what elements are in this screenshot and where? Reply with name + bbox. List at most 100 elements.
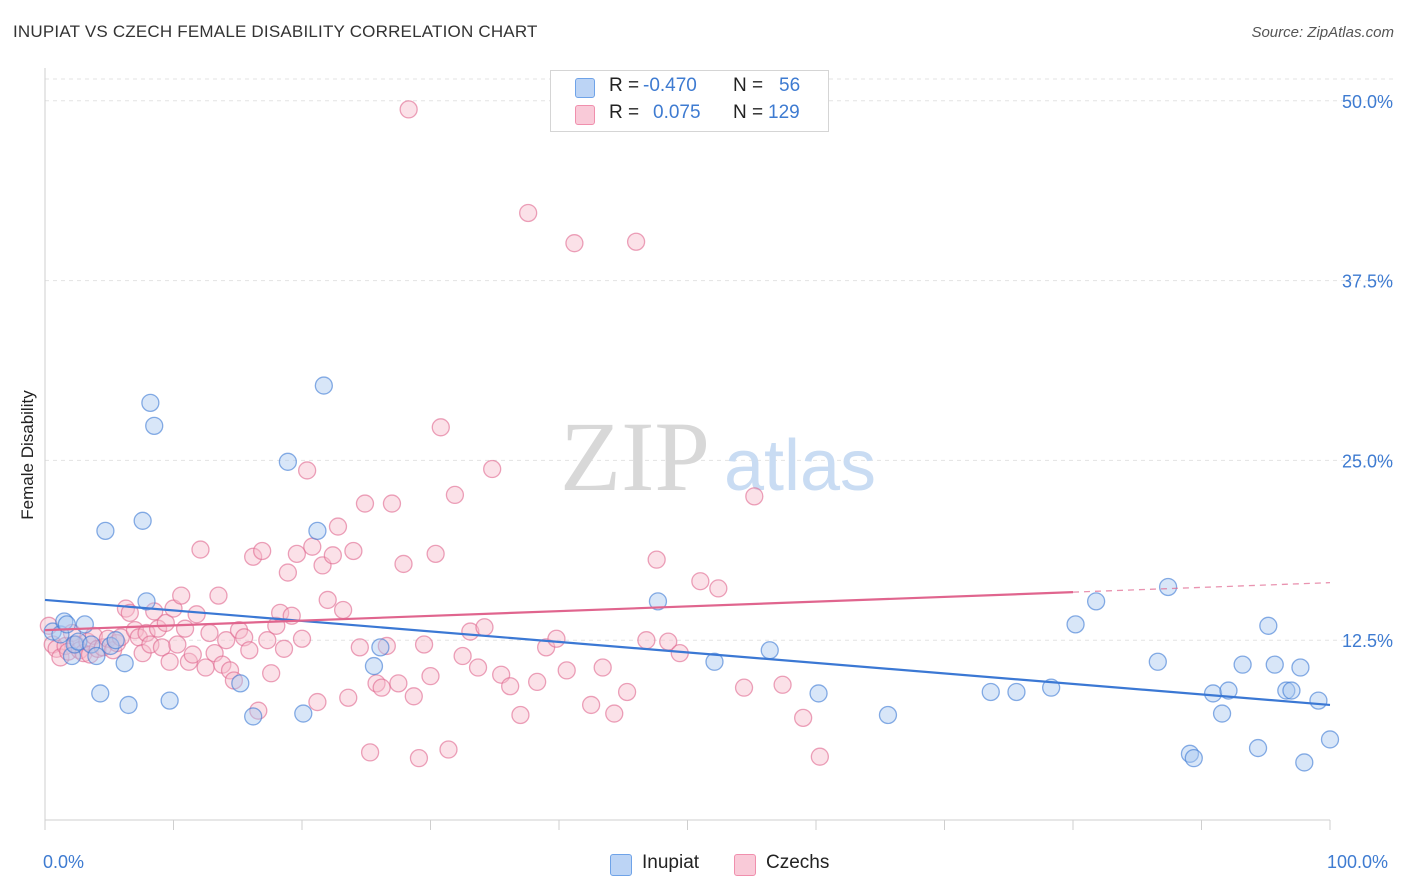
- czechs-point: [240, 641, 259, 660]
- czechs-trend-line: [44, 591, 1074, 632]
- legend-n-label: N =: [733, 102, 764, 123]
- czechs-point: [439, 740, 458, 759]
- x-tick-label-min: 0.0%: [43, 852, 85, 872]
- inupiat-point: [878, 705, 898, 725]
- inupiat-point: [106, 631, 125, 650]
- inupiat-point: [133, 511, 152, 530]
- czechs-point: [399, 100, 418, 119]
- czechs-point: [172, 586, 191, 605]
- inupiat-point: [809, 684, 828, 703]
- czechs-point: [137, 623, 156, 643]
- czechs-point: [217, 631, 236, 650]
- y-tick-labels: 12.5% 25.0% 37.5% 50.0%: [1342, 92, 1393, 651]
- czechs-point: [637, 631, 656, 650]
- chart-title: INUPIAT VS CZECH FEMALE DISABILITY CORRE…: [13, 22, 538, 41]
- czechs-point: [409, 748, 429, 768]
- czechs-point: [183, 645, 202, 664]
- czechs-point: [333, 600, 353, 620]
- legend-r-label: R =: [609, 75, 640, 96]
- inupiat-point: [96, 521, 115, 541]
- czechs-point: [445, 485, 465, 505]
- czechs-point: [120, 603, 139, 623]
- inupiat-point: [1248, 738, 1268, 758]
- legend-swatch-inupiat: [575, 78, 595, 98]
- inupiat-point: [1007, 682, 1026, 702]
- czechs-point: [141, 635, 160, 654]
- czechs-point: [292, 629, 312, 648]
- inupiat-point: [82, 635, 101, 654]
- czechs-point: [421, 667, 440, 686]
- czechs-point: [565, 234, 584, 253]
- bottom-legend-swatch-inupiat: [610, 854, 632, 876]
- inupiat-point: [1309, 691, 1328, 710]
- czechs-point: [581, 695, 601, 715]
- y-tick-label: 37.5%: [1342, 272, 1393, 292]
- y-tick-label: 50.0%: [1342, 92, 1393, 112]
- czechs-point: [745, 487, 764, 506]
- inupiat-point: [705, 652, 724, 671]
- czechs-point: [810, 747, 830, 766]
- czechs-point: [426, 544, 445, 564]
- czechs-point: [350, 638, 369, 657]
- czechs-point: [377, 636, 396, 656]
- czechs-point: [453, 646, 472, 666]
- czechs-point: [605, 704, 624, 723]
- czechs-point: [156, 613, 175, 633]
- inupiat-point: [294, 704, 313, 723]
- bottom-legend-label-czechs: Czechs: [766, 852, 830, 873]
- czechs-point: [278, 563, 298, 582]
- czechs-point: [647, 550, 666, 569]
- inupiat-point: [119, 695, 138, 715]
- inupiat-point: [1265, 655, 1284, 674]
- czechs-point: [303, 537, 322, 556]
- y-axis-label: Female Disability: [18, 390, 37, 520]
- inupiat-point: [1295, 753, 1314, 772]
- czechs-point: [773, 675, 792, 694]
- czechs-point: [200, 623, 219, 643]
- inupiat-point: [308, 521, 327, 541]
- czechs-point: [389, 674, 408, 693]
- y-tick-label: 12.5%: [1342, 631, 1393, 651]
- czechs-point: [152, 638, 172, 657]
- czechs-point: [593, 658, 612, 677]
- inupiat-point: [371, 638, 390, 657]
- czechs-point: [258, 631, 277, 650]
- czechs-point: [394, 554, 413, 574]
- czechs-point: [734, 678, 754, 697]
- czechs-point: [404, 687, 423, 706]
- legend-swatch-czechs: [575, 105, 595, 125]
- inupiat-point: [1219, 681, 1238, 700]
- inupiat-point: [141, 393, 160, 412]
- inupiat-point: [91, 684, 110, 703]
- czechs-point: [528, 672, 547, 692]
- axes: [44, 68, 1331, 830]
- inupiat-point: [231, 674, 250, 693]
- czechs-point: [414, 635, 434, 654]
- inupiat-point: [648, 592, 668, 611]
- czechs-trend-line-extension: [1072, 582, 1331, 593]
- czechs-point: [344, 541, 363, 561]
- watermark-atlas: atlas: [724, 426, 876, 506]
- inupiat-point: [981, 682, 1000, 702]
- inupiat-point: [364, 656, 384, 676]
- czechs-point: [557, 661, 576, 680]
- inupiat-point: [1148, 652, 1167, 671]
- czechs-point: [431, 418, 450, 437]
- x-tick-label-max: 100.0%: [1327, 852, 1389, 872]
- czechs-point: [617, 682, 637, 702]
- inupiat-point: [1282, 681, 1301, 700]
- inupiat-point: [1233, 655, 1252, 674]
- czechs-point: [253, 541, 272, 561]
- inupiat-point: [1277, 681, 1296, 700]
- data-points: [39, 100, 1340, 772]
- inupiat-point: [1184, 748, 1203, 768]
- inupiat-point: [101, 636, 120, 656]
- czechs-point: [297, 461, 317, 480]
- czechs-point: [274, 639, 294, 658]
- bottom-legend-label-inupiat: Inupiat: [642, 852, 700, 873]
- czechs-point: [160, 652, 179, 671]
- legend-n-value: 129: [768, 102, 800, 123]
- czechs-point: [519, 203, 538, 223]
- czechs-point: [175, 619, 195, 638]
